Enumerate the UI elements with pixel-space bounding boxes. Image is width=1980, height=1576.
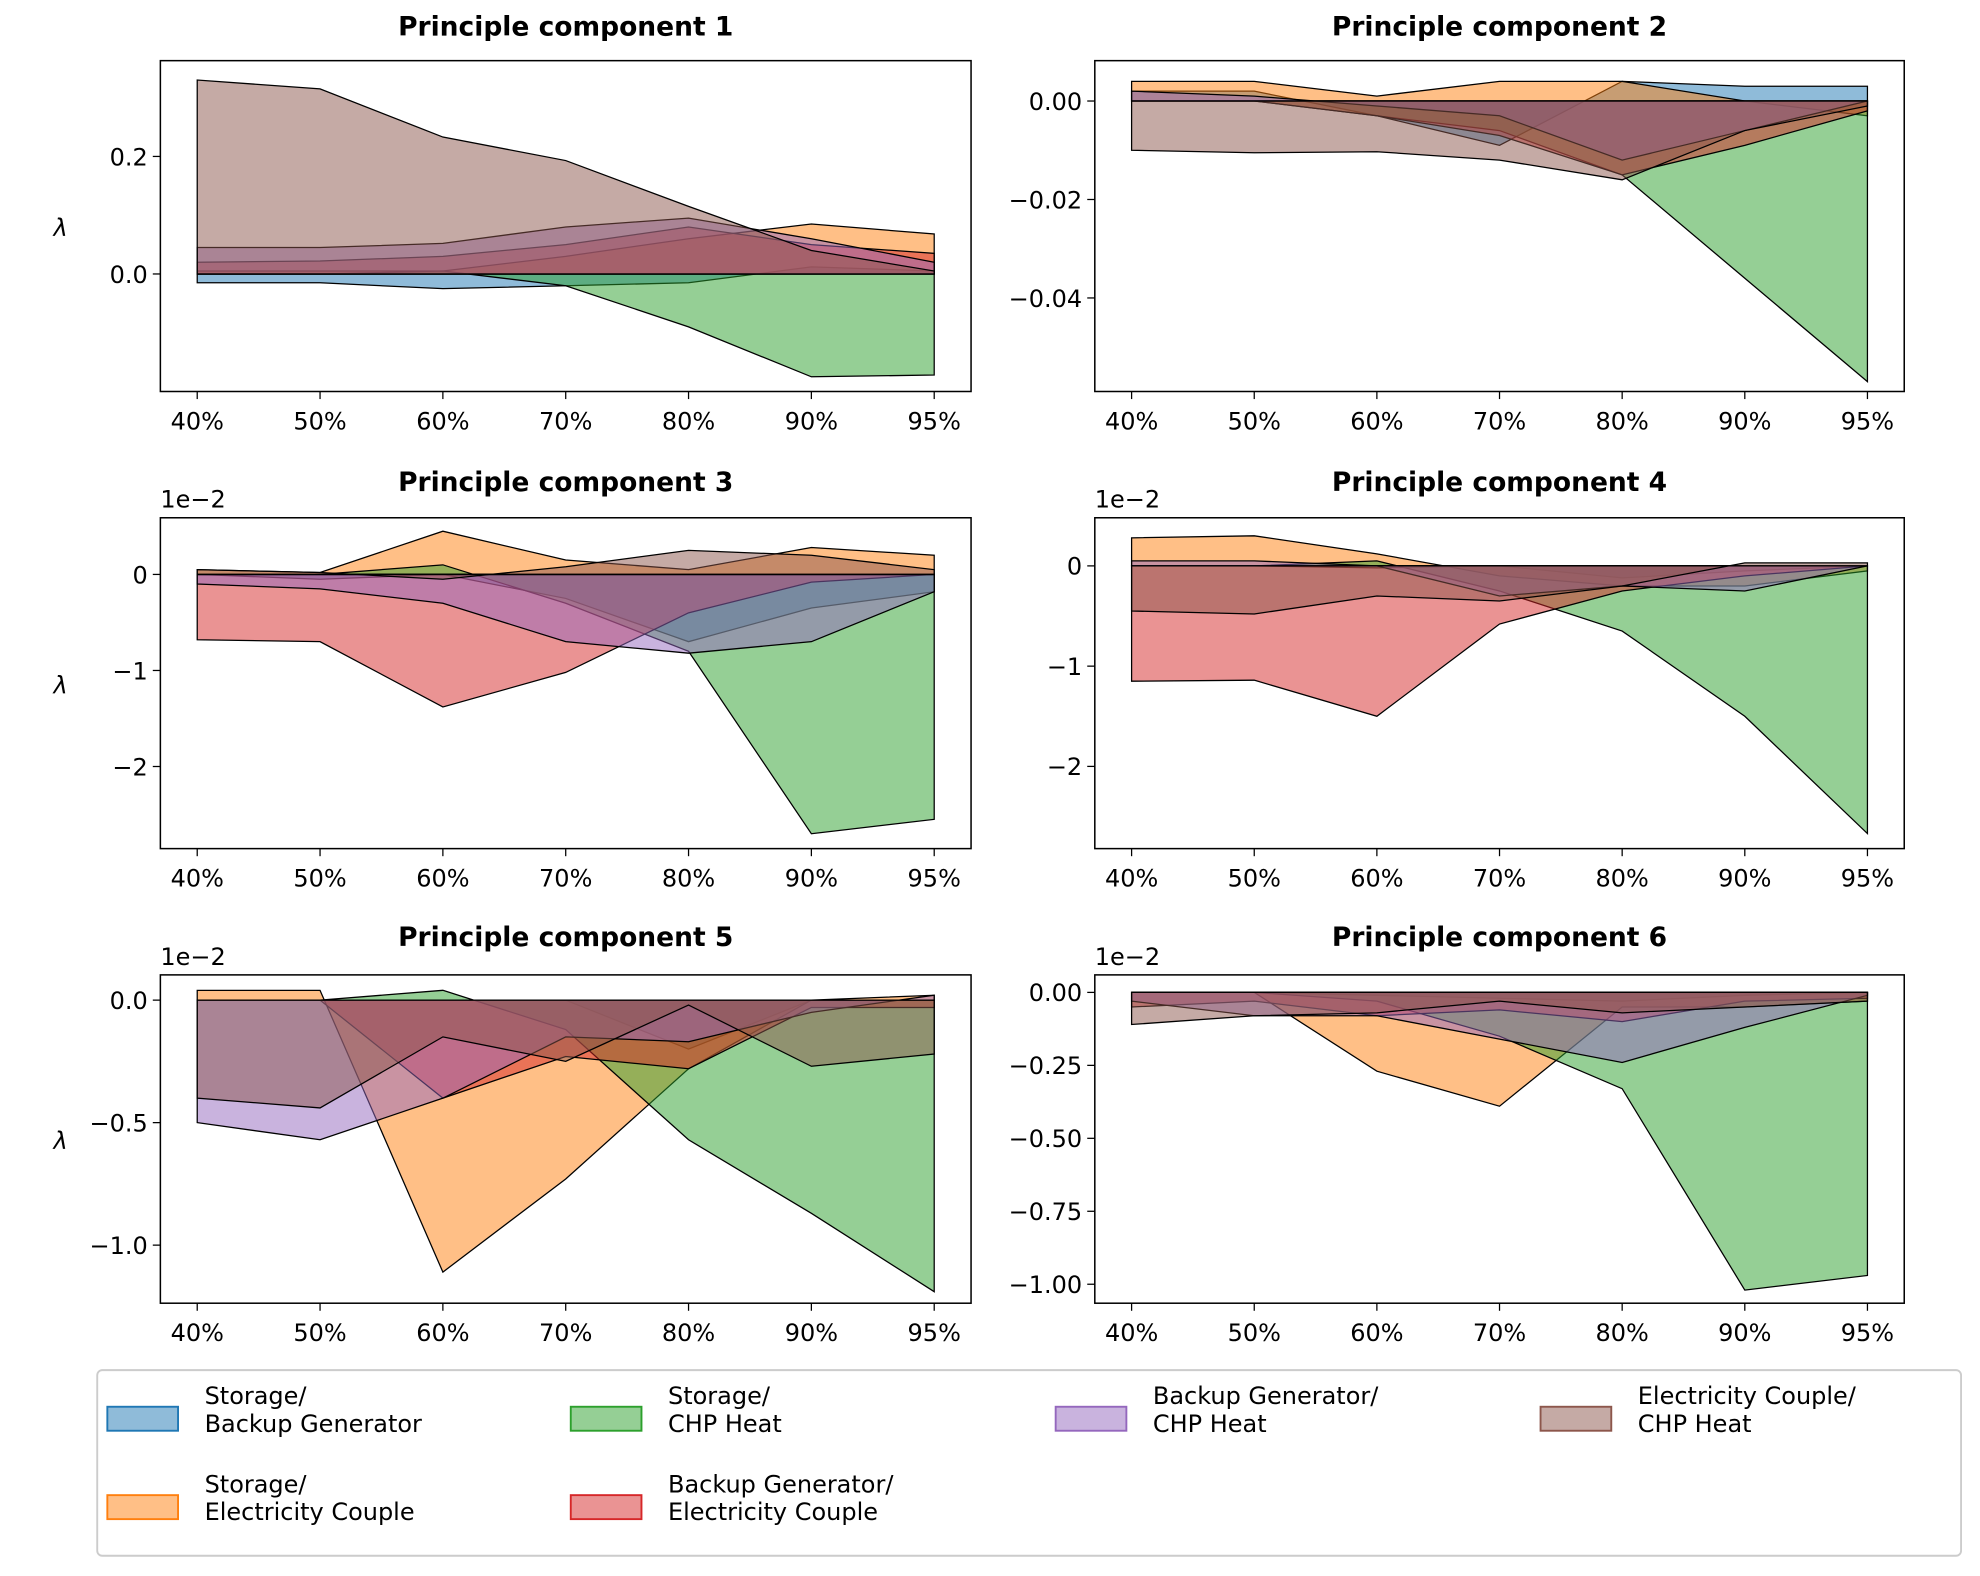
x-tick-label: 60% bbox=[1350, 1319, 1403, 1347]
y-tick-label: −2 bbox=[1047, 753, 1082, 781]
legend-swatch bbox=[569, 1494, 643, 1521]
legend-swatch bbox=[106, 1405, 179, 1432]
x-tick-label: 50% bbox=[1228, 407, 1281, 435]
legend-label: Backup Generator/Electricity Couple bbox=[668, 1471, 894, 1527]
y-tick-label: −2 bbox=[112, 753, 147, 781]
x-tick-label: 60% bbox=[1350, 407, 1403, 435]
chart-title: Principle component 5 bbox=[398, 922, 733, 953]
area bbox=[197, 270, 935, 378]
area bbox=[196, 573, 935, 654]
x-tick-label: 90% bbox=[1718, 864, 1771, 892]
x-tick-label: 80% bbox=[1596, 1319, 1649, 1347]
y-tick-label: 0.0 bbox=[110, 261, 148, 289]
chart-title: Principle component 1 bbox=[398, 11, 733, 42]
legend-swatch bbox=[106, 1494, 179, 1521]
area bbox=[1130, 100, 1869, 181]
area bbox=[1130, 991, 1869, 1026]
legend-swatch bbox=[1539, 1405, 1613, 1432]
x-tick-label: 80% bbox=[1596, 407, 1649, 435]
legend-swatch bbox=[569, 1405, 643, 1432]
legend-label: Electricity Couple/CHP Heat bbox=[1638, 1382, 1857, 1438]
x-tick-label: 40% bbox=[1105, 1319, 1158, 1347]
x-tick-label: 90% bbox=[785, 1319, 838, 1347]
chart-title: Principle component 2 bbox=[1332, 11, 1667, 42]
x-tick-label: 50% bbox=[1228, 864, 1281, 892]
area bbox=[197, 989, 935, 1293]
x-tick-label: 50% bbox=[293, 407, 346, 435]
legend-label: Storage/CHP Heat bbox=[668, 1382, 782, 1438]
y-tick-label: 0 bbox=[1067, 553, 1082, 581]
y-tick-label: −0.25 bbox=[1009, 1052, 1083, 1080]
x-tick-label: 90% bbox=[1718, 407, 1771, 435]
legend-label: Backup Generator/CHP Heat bbox=[1153, 1382, 1379, 1438]
x-tick-label: 50% bbox=[293, 864, 346, 892]
y-tick-label: −0.04 bbox=[1009, 285, 1083, 313]
x-tick-label: 60% bbox=[416, 407, 469, 435]
x-tick-label: 70% bbox=[539, 407, 592, 435]
y-tick-label: −1 bbox=[1047, 653, 1082, 681]
area bbox=[1130, 562, 1869, 615]
y-tick-label: −1.00 bbox=[1009, 1271, 1083, 1299]
offset-label: 1e−2 bbox=[160, 486, 225, 514]
x-tick-label: 80% bbox=[662, 864, 715, 892]
x-tick-label: 40% bbox=[1105, 864, 1158, 892]
legend-label: Storage/Electricity Couple bbox=[205, 1471, 415, 1527]
chart-title: Principle component 3 bbox=[398, 467, 733, 498]
y-axis-label: λ bbox=[52, 1127, 68, 1155]
x-tick-label: 70% bbox=[539, 864, 592, 892]
x-tick-label: 60% bbox=[416, 1319, 469, 1347]
x-tick-label: 70% bbox=[1473, 1319, 1526, 1347]
y-tick-label: −0.50 bbox=[1009, 1125, 1083, 1153]
area bbox=[196, 79, 935, 275]
y-axis-label: λ bbox=[52, 214, 68, 242]
x-tick-label: 80% bbox=[662, 407, 715, 435]
x-tick-label: 95% bbox=[908, 1319, 961, 1347]
x-tick-label: 60% bbox=[416, 864, 469, 892]
x-tick-label: 80% bbox=[662, 1319, 715, 1347]
y-tick-label: 0.00 bbox=[1029, 979, 1082, 1007]
y-tick-label: −0.75 bbox=[1009, 1198, 1083, 1226]
x-tick-label: 80% bbox=[1596, 864, 1649, 892]
y-axis-label: λ bbox=[52, 671, 68, 699]
offset-label: 1e−2 bbox=[160, 943, 225, 971]
legend-label: Storage/Backup Generator bbox=[205, 1382, 422, 1438]
y-tick-label: −0.02 bbox=[1009, 186, 1083, 214]
x-tick-label: 50% bbox=[1228, 1319, 1281, 1347]
x-tick-label: 70% bbox=[1473, 864, 1526, 892]
x-tick-label: 95% bbox=[908, 407, 961, 435]
x-tick-label: 40% bbox=[1105, 407, 1158, 435]
x-tick-label: 90% bbox=[1718, 1319, 1771, 1347]
y-tick-label: 0 bbox=[132, 561, 147, 589]
y-tick-label: 0.0 bbox=[110, 987, 148, 1015]
y-tick-label: −1.0 bbox=[89, 1232, 147, 1260]
y-tick-label: 0.00 bbox=[1029, 88, 1082, 116]
area bbox=[196, 999, 935, 1109]
x-tick-label: 70% bbox=[539, 1319, 592, 1347]
y-tick-label: −1 bbox=[112, 657, 147, 685]
x-tick-label: 70% bbox=[1473, 407, 1526, 435]
x-tick-label: 95% bbox=[1841, 1319, 1894, 1347]
x-tick-label: 40% bbox=[171, 864, 224, 892]
x-tick-label: 95% bbox=[1841, 864, 1894, 892]
x-tick-label: 40% bbox=[171, 407, 224, 435]
offset-label: 1e−2 bbox=[1095, 486, 1160, 514]
area bbox=[196, 549, 935, 580]
x-tick-label: 90% bbox=[785, 407, 838, 435]
offset-label: 1e−2 bbox=[1095, 943, 1160, 971]
legend-frame bbox=[96, 1369, 1963, 1557]
chart-title: Principle component 6 bbox=[1332, 922, 1667, 953]
x-tick-label: 90% bbox=[785, 864, 838, 892]
legend-swatch bbox=[1054, 1405, 1128, 1432]
x-tick-label: 40% bbox=[171, 1319, 224, 1347]
y-tick-label: −0.5 bbox=[89, 1109, 147, 1137]
y-tick-label: 0.2 bbox=[110, 143, 148, 171]
x-tick-label: 50% bbox=[293, 1319, 346, 1347]
x-tick-label: 60% bbox=[1350, 864, 1403, 892]
x-tick-label: 95% bbox=[908, 864, 961, 892]
x-tick-label: 95% bbox=[1841, 407, 1894, 435]
chart-title: Principle component 4 bbox=[1332, 467, 1667, 498]
